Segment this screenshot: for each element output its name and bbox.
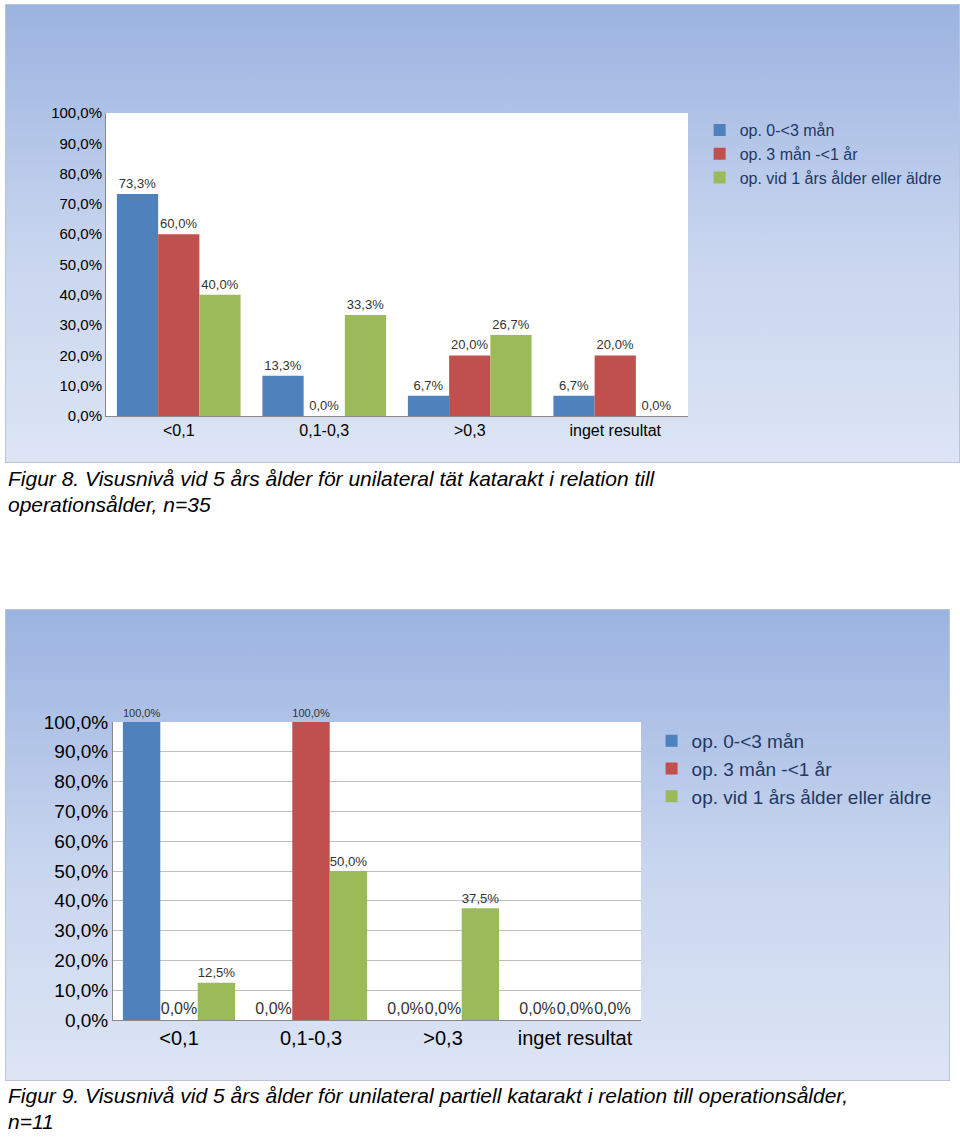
svg-text:20,0%: 20,0%	[59, 347, 102, 364]
svg-text:0,0%: 0,0%	[161, 1000, 197, 1017]
svg-text:6,7%: 6,7%	[413, 378, 443, 393]
svg-text:0,0%: 0,0%	[255, 1000, 291, 1017]
html-text:Figur 9. Visusnivå vid 5 års å: Figur 9. Visusnivå vid 5 års ålder för u…	[8, 1084, 848, 1133]
svg-text:0,0%: 0,0%	[68, 407, 102, 424]
svg-text:20,0%: 20,0%	[597, 337, 634, 352]
svg-text:73,3%: 73,3%	[119, 176, 156, 191]
svg-text:50,0%: 50,0%	[59, 256, 102, 273]
svg-text:100,0%: 100,0%	[123, 707, 161, 719]
svg-text:0,0%: 0,0%	[557, 1000, 593, 1017]
svg-text:40,0%: 40,0%	[54, 890, 108, 911]
svg-text:op. 0-<3 mån: op. 0-<3 mån	[740, 122, 835, 139]
svg-text:70,0%: 70,0%	[54, 801, 108, 822]
svg-text:0,0%: 0,0%	[309, 398, 339, 413]
svg-text:60,0%: 60,0%	[54, 831, 108, 852]
svg-text:<0,1: <0,1	[163, 422, 195, 439]
svg-text:0,0%: 0,0%	[519, 1000, 555, 1017]
svg-text:0,1-0,3: 0,1-0,3	[280, 1027, 342, 1049]
svg-text:0,0%: 0,0%	[387, 1000, 423, 1017]
svg-text:50,0%: 50,0%	[54, 861, 108, 882]
svg-text:20,0%: 20,0%	[54, 950, 108, 971]
svg-text:90,0%: 90,0%	[54, 741, 108, 762]
svg-text:50,0%: 50,0%	[330, 854, 368, 869]
svg-text:90,0%: 90,0%	[59, 135, 102, 152]
svg-text:op. vid 1 års ålder eller äldr: op. vid 1 års ålder eller äldre	[692, 787, 932, 808]
svg-text:0,0%: 0,0%	[65, 1010, 108, 1031]
svg-text:0,0%: 0,0%	[594, 1000, 630, 1017]
svg-text:10,0%: 10,0%	[59, 377, 102, 394]
svg-text:40,0%: 40,0%	[59, 286, 102, 303]
svg-text:26,7%: 26,7%	[492, 317, 529, 332]
svg-text:70,0%: 70,0%	[59, 195, 102, 212]
svg-text:80,0%: 80,0%	[54, 771, 108, 792]
svg-text:op. 3 mån -<1 år: op. 3 mån -<1 år	[692, 759, 833, 780]
svg-text:33,3%: 33,3%	[347, 297, 384, 312]
svg-text:6,7%: 6,7%	[559, 378, 589, 393]
svg-text:op. 3 mån -<1 år: op. 3 mån -<1 år	[740, 146, 859, 163]
svg-text:op. 0-<3 mån: op. 0-<3 mån	[692, 731, 805, 752]
svg-text:>0,3: >0,3	[423, 1027, 462, 1049]
svg-text:>0,3: >0,3	[454, 422, 486, 439]
svg-text:20,0%: 20,0%	[451, 337, 488, 352]
svg-text:<0,1: <0,1	[159, 1027, 198, 1049]
svg-text:0,0%: 0,0%	[425, 1000, 461, 1017]
svg-text:inget resultat: inget resultat	[518, 1027, 633, 1049]
svg-text:12,5%: 12,5%	[198, 965, 236, 980]
svg-text:30,0%: 30,0%	[59, 316, 102, 333]
svg-text:10,0%: 10,0%	[54, 980, 108, 1001]
svg-text:60,0%: 60,0%	[59, 225, 102, 242]
svg-text:37,5%: 37,5%	[462, 891, 500, 906]
svg-text:inget resultat: inget resultat	[569, 422, 661, 439]
svg-text:100,0%: 100,0%	[51, 104, 102, 121]
svg-text:100,0%: 100,0%	[44, 712, 109, 733]
svg-text:60,0%: 60,0%	[160, 216, 197, 231]
svg-text:13,3%: 13,3%	[264, 358, 301, 373]
svg-text:100,0%: 100,0%	[292, 707, 330, 719]
svg-text:0,1-0,3: 0,1-0,3	[299, 422, 349, 439]
svg-text:op. vid 1 års ålder eller äldr: op. vid 1 års ålder eller äldre	[740, 170, 942, 187]
html-text:Figur 8. Visusnivå vid 5 års å: Figur 8. Visusnivå vid 5 års ålder för u…	[8, 467, 655, 516]
svg-text:40,0%: 40,0%	[201, 277, 238, 292]
svg-text:80,0%: 80,0%	[59, 165, 102, 182]
svg-text:30,0%: 30,0%	[54, 920, 108, 941]
svg-text:0,0%: 0,0%	[641, 398, 671, 413]
